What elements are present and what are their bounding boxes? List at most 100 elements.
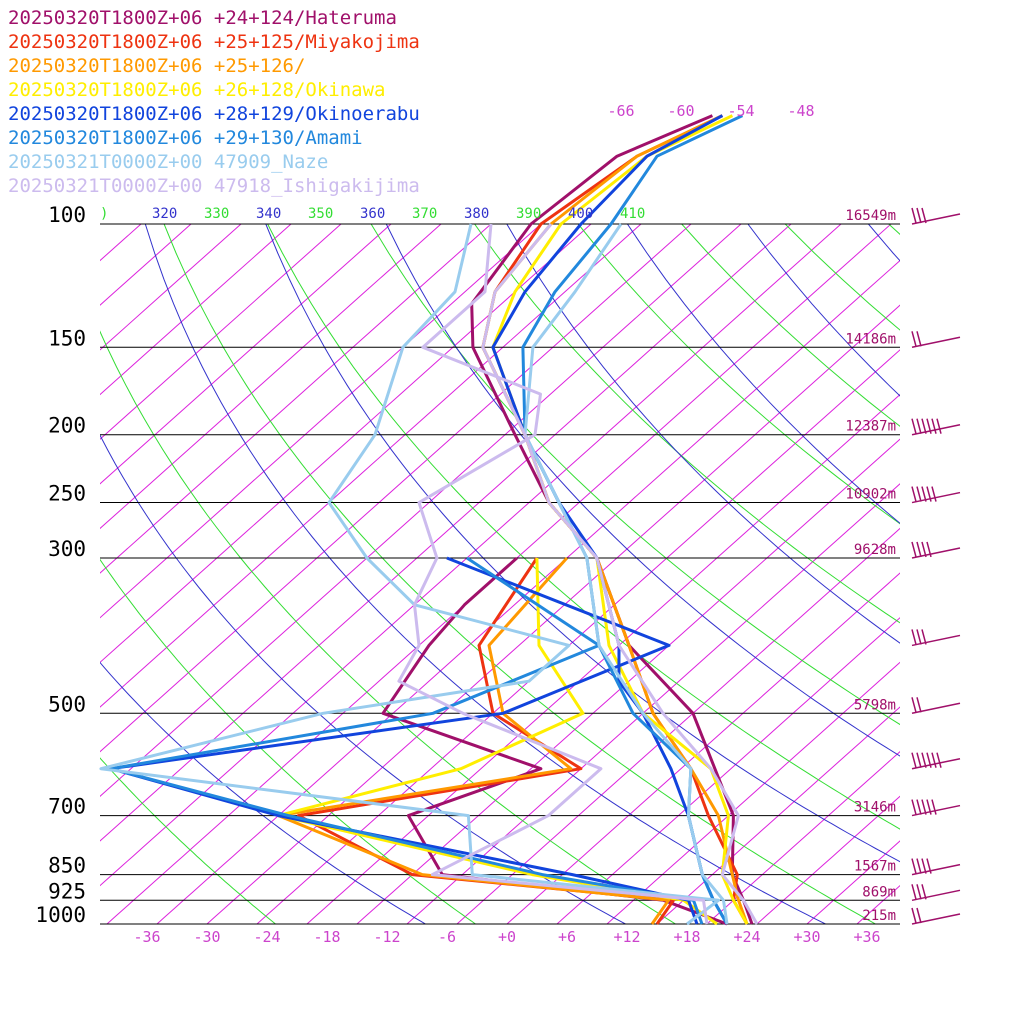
isotherm-line [806, 840, 900, 924]
theta-label: 350 [308, 206, 333, 222]
wind-barb [911, 541, 961, 559]
legend-entry: 20250320T1800Z+06 +25+125/Miyakojima [8, 31, 420, 53]
height-label: 14186m [845, 331, 896, 347]
isotherms [100, 224, 1024, 924]
theta-label: 360 [360, 206, 385, 222]
isotherm-line [756, 795, 900, 924]
height-label: 869m [862, 884, 896, 900]
dry-adiabat-line [100, 330, 676, 924]
temperature-tick-label: +24 [733, 928, 760, 946]
dry-adiabat-line [784, 224, 900, 331]
isotherm-line [100, 224, 842, 887]
wind-barb [911, 697, 961, 715]
temperature-tick-label: +0 [498, 928, 516, 946]
isotherm-line [306, 393, 900, 924]
pressure-label: 100 [48, 203, 86, 227]
pressure-label: 500 [48, 692, 86, 716]
temperature-tick-label: -24 [253, 928, 280, 946]
pressure-label: 1000 [35, 903, 86, 927]
dry-adiabat-line [577, 224, 900, 525]
isotherm-line [100, 224, 192, 306]
pressure-label: 700 [48, 795, 86, 819]
theta-label: 390 [516, 206, 541, 222]
isotherm-line [907, 224, 1024, 924]
isotherm-line [957, 224, 1024, 924]
legend-entry: 20250321T0000Z+00 47909_Naze [8, 151, 328, 173]
legend-entry: 20250320T1800Z+06 +29+130/Amami [8, 127, 363, 149]
height-label: 12387m [845, 419, 896, 435]
temperature-tick-label: -30 [193, 928, 220, 946]
moist-adiabat-line [868, 224, 900, 262]
legend: 20250320T1800Z+06 +24+124/Hateruma202503… [8, 7, 420, 197]
wind-barb [911, 331, 961, 348]
axis-labels: -36 -30 -24 -18 -12 -6 +0 +6 +12 +18 +24 +30 +36 -66 -… [100, 102, 881, 946]
theta-label: 400 [568, 206, 593, 222]
isotherm-line [100, 224, 292, 396]
temperature-tick-label: -18 [313, 928, 340, 946]
moist-adiabat-line [506, 224, 900, 644]
legend-entry: 20250320T1800Z+06 +25+126/ [8, 55, 305, 77]
moist-adiabat-line [626, 224, 900, 524]
wind-barb [911, 418, 961, 436]
dewpoint-profile-line [397, 223, 709, 925]
temperature-tick-label: +6 [558, 928, 576, 946]
upper-temperature-label: -48 [787, 102, 814, 120]
theta-label: ) [100, 206, 108, 222]
theta-label: 370 [412, 206, 437, 222]
dewpoint-profile-line [276, 557, 718, 926]
legend-entry: 20250321T0000Z+00 47918_Ishigakijima [8, 175, 420, 197]
theta-label: 380 [464, 206, 489, 222]
legend-entry: 20250320T1800Z+06 +28+129/Okinoerabu [8, 103, 420, 125]
dry-adiabat-line [992, 224, 1024, 924]
temperature-tick-label: -12 [373, 928, 400, 946]
theta-label: 410 [620, 206, 645, 222]
isotherm-line [100, 224, 792, 842]
temperature-profile-line [523, 223, 729, 925]
isotherm-line [1007, 224, 1024, 924]
upper-temperature-label: -54 [727, 102, 754, 120]
theta-label: 340 [256, 206, 281, 222]
theta-label: 320 [152, 206, 177, 222]
pressure-label: 150 [48, 326, 86, 350]
pressure-label: 300 [48, 537, 86, 561]
height-label: 1567m [854, 859, 896, 875]
pressure-label: 925 [48, 879, 86, 903]
moist-adiabat-line [747, 224, 900, 397]
wind-barb [911, 858, 961, 876]
temperature-tick-label: -6 [438, 928, 456, 946]
wind-barb [911, 907, 961, 925]
wind-barb [911, 629, 961, 647]
upper-temperature-label: -66 [607, 102, 634, 120]
upper-temperature-label: -60 [667, 102, 694, 120]
pressure-label: 250 [48, 482, 86, 506]
temperature-tick-label: +18 [673, 928, 700, 946]
pressure-label: 850 [48, 854, 86, 878]
moist-adiabat-line [385, 224, 900, 757]
height-label: 9628m [854, 542, 896, 558]
temperature-tick-label: +30 [793, 928, 820, 946]
height-label: 5798m [854, 697, 896, 713]
wind-barb [911, 486, 961, 504]
moist-adiabat-line [265, 224, 900, 863]
temperature-profile-line [481, 223, 759, 925]
isotherm-line [100, 224, 742, 797]
isotherm-line [656, 706, 900, 924]
pressure-label: 200 [48, 414, 86, 438]
isotherm-line [100, 224, 242, 351]
dry-adiabat-line [888, 224, 900, 235]
wind-barb [911, 884, 961, 902]
isotherm-line [706, 751, 900, 924]
dry-adiabats [100, 224, 1024, 924]
legend-entry: 20250320T1800Z+06 +24+124/Hateruma [8, 7, 397, 29]
isobars: 100 16549m 150 14186m 200 12387m 250 10902m 300 9… [35, 203, 900, 927]
wind-barb [911, 799, 961, 817]
moist-adiabats [100, 224, 900, 924]
isotherm-line [256, 349, 900, 924]
height-label: 16549m [845, 208, 896, 224]
isotherm-line [506, 572, 900, 924]
dry-adiabat-line [100, 757, 276, 924]
theta-label: 330 [204, 206, 229, 222]
height-label: 3146m [854, 800, 896, 816]
height-label: 10902m [845, 487, 896, 503]
